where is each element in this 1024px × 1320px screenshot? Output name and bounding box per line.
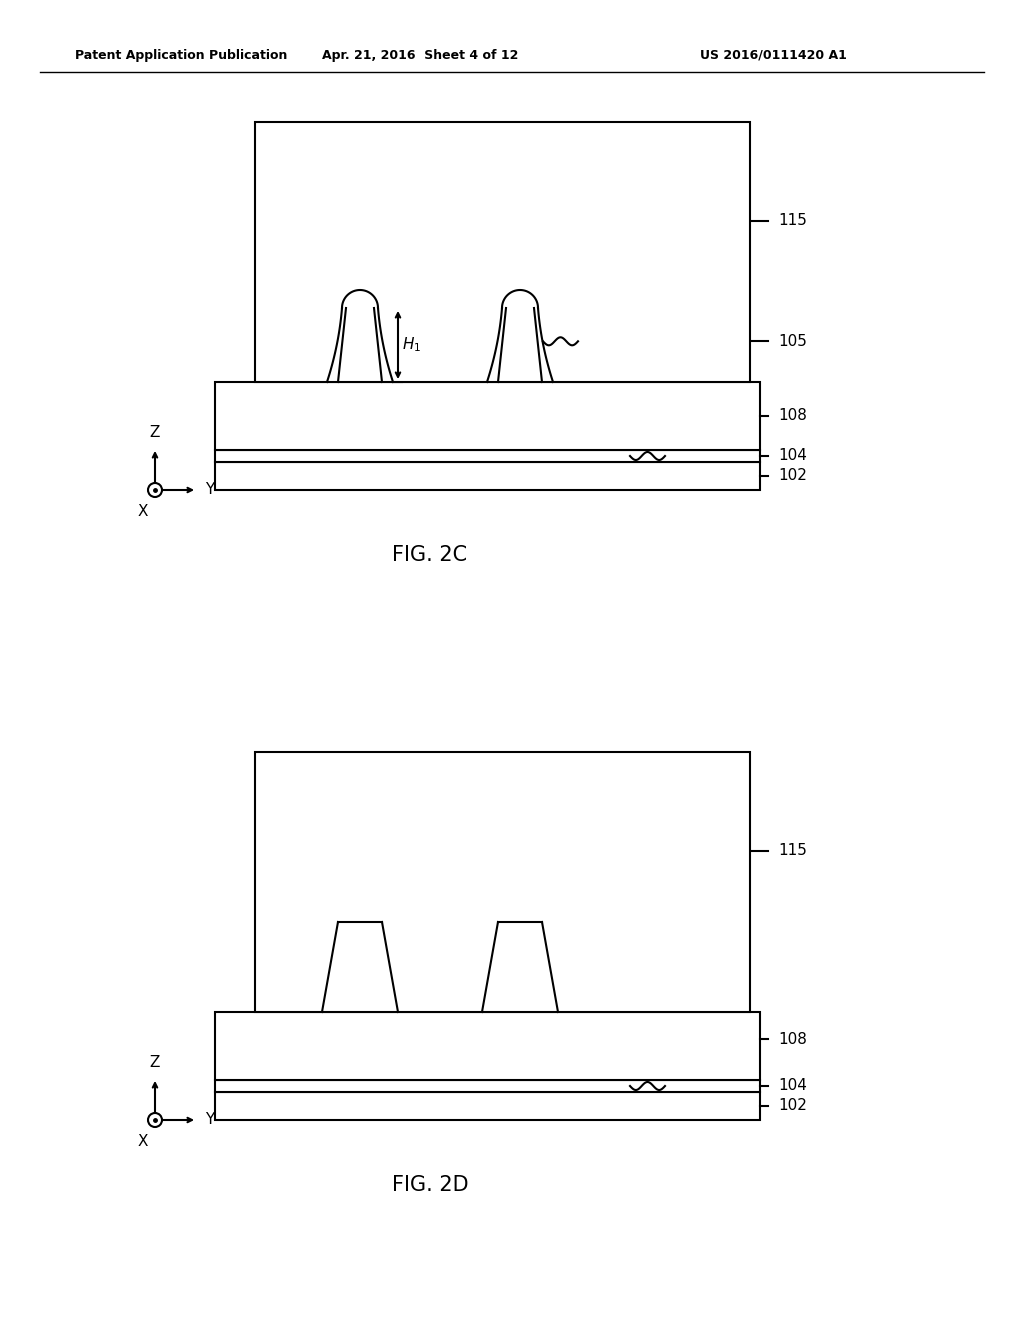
- Text: 104: 104: [778, 1078, 807, 1093]
- Text: Y: Y: [205, 1113, 214, 1127]
- Text: X: X: [138, 1134, 148, 1148]
- Bar: [215, 1012, 760, 1080]
- Bar: [215, 1092, 760, 1119]
- Text: 105: 105: [778, 334, 807, 348]
- Text: Z: Z: [150, 1055, 160, 1071]
- Text: Apr. 21, 2016  Sheet 4 of 12: Apr. 21, 2016 Sheet 4 of 12: [322, 49, 518, 62]
- Text: Y: Y: [205, 483, 214, 498]
- Bar: [215, 1080, 760, 1092]
- Text: Patent Application Publication: Patent Application Publication: [75, 49, 288, 62]
- Bar: [255, 752, 750, 1012]
- Text: Z: Z: [150, 425, 160, 440]
- Text: 102: 102: [778, 1098, 807, 1114]
- Text: US 2016/0111420 A1: US 2016/0111420 A1: [700, 49, 847, 62]
- Text: 102: 102: [778, 469, 807, 483]
- Bar: [255, 121, 750, 381]
- Bar: [215, 381, 760, 450]
- Text: $H_1$: $H_1$: [402, 335, 421, 354]
- Text: 108: 108: [778, 1032, 807, 1047]
- Text: X: X: [138, 504, 148, 519]
- Text: FIG. 2C: FIG. 2C: [392, 545, 468, 565]
- Text: 115: 115: [778, 843, 807, 858]
- Circle shape: [148, 483, 162, 498]
- Circle shape: [148, 1113, 162, 1127]
- Text: FIG. 2D: FIG. 2D: [392, 1175, 468, 1195]
- Text: 104: 104: [778, 449, 807, 463]
- Text: 108: 108: [778, 408, 807, 424]
- Bar: [215, 450, 760, 462]
- Bar: [215, 462, 760, 490]
- Text: 115: 115: [778, 214, 807, 228]
